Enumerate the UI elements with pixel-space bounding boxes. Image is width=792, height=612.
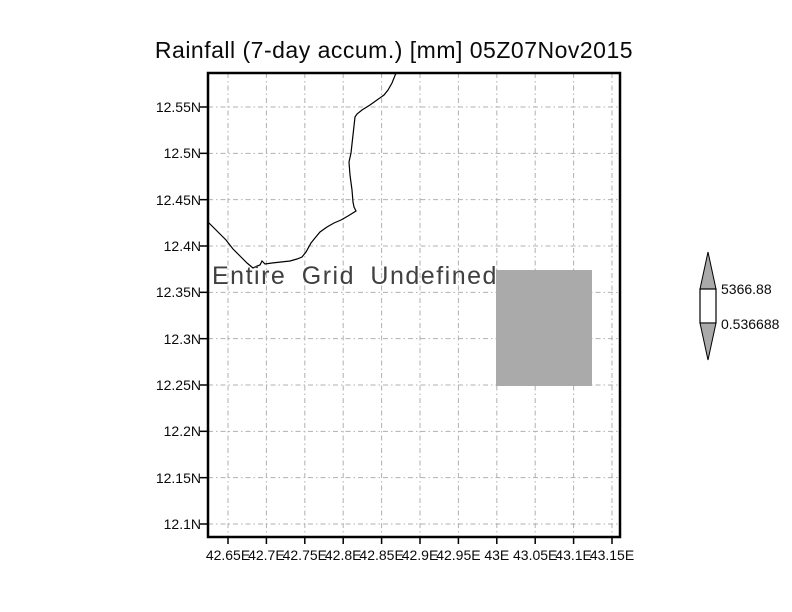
lon-tick-label: 42.95E xyxy=(436,547,481,563)
axis-ticks xyxy=(200,106,613,544)
lon-tick-label: 42.65E xyxy=(205,547,251,563)
chart-title: Rainfall (7-day accum.) [mm] 05Z07Nov201… xyxy=(154,37,634,63)
coastline xyxy=(207,72,397,269)
lat-tick-label: 12.25N xyxy=(155,376,201,393)
undefined-message: Entire Grid Undefined xyxy=(212,262,498,290)
lon-tick-label: 42.85E xyxy=(359,547,404,563)
lon-tick-label: 42.9E xyxy=(401,547,439,563)
lat-tick-label: 12.4N xyxy=(163,237,201,254)
undefined-shaded-cell xyxy=(496,270,592,386)
lon-tick-label: 42.75E xyxy=(282,547,327,563)
plot-border xyxy=(206,71,622,539)
colorbar-lower-arrow xyxy=(699,322,717,361)
lat-tick-label: 12.45N xyxy=(155,191,201,208)
lat-tick-label: 12.15N xyxy=(155,469,201,486)
lat-tick-label: 12.5N xyxy=(163,145,201,162)
lat-tick-label: 12.3N xyxy=(163,330,201,347)
lon-tick-label: 43.15E xyxy=(589,547,635,563)
colorbar-lower-label: 0.536688 xyxy=(721,316,780,332)
lon-tick-label: 42.7E xyxy=(248,547,285,563)
lat-tick-label: 12.55N xyxy=(155,99,201,115)
lat-tick-label: 12.2N xyxy=(163,423,201,440)
colorbar-upper-label: 5366.88 xyxy=(721,281,772,297)
colorbar xyxy=(699,251,717,361)
lon-tick-label: 43E xyxy=(484,547,510,563)
colorbar-body xyxy=(699,288,717,324)
colorbar-upper-arrow xyxy=(699,251,717,290)
lon-tick-label: 42.8E xyxy=(324,547,362,563)
lat-tick-label: 12.1N xyxy=(163,515,201,532)
lat-tick-label: 12.35N xyxy=(155,284,201,301)
lon-tick-label: 43.05E xyxy=(513,547,558,563)
lon-tick-label: 43.1E xyxy=(555,547,592,563)
grid-lines xyxy=(208,73,620,537)
